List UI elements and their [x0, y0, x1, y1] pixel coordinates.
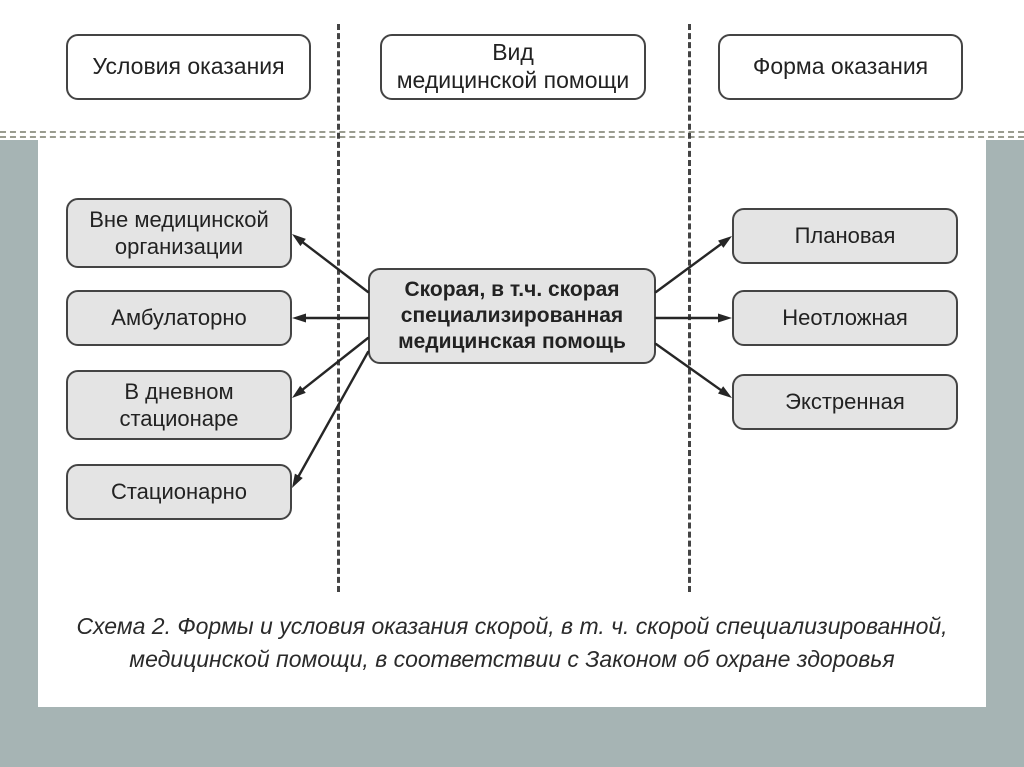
node-emergency-care-label: Скорая, в т.ч. скораяспециализированнаям…	[398, 277, 626, 356]
frame-side-left	[0, 140, 38, 767]
node-extreme: Экстренная	[732, 374, 958, 430]
node-ambulatory: Амбулаторно	[66, 290, 292, 346]
column-separator-1	[337, 24, 340, 592]
header-rule-1	[0, 131, 1024, 133]
column-separator-2	[688, 24, 691, 592]
node-inpatient-label: Стационарно	[111, 478, 247, 506]
node-planned-label: Плановая	[795, 222, 896, 250]
header-form: Форма оказания	[718, 34, 963, 100]
header-type: Видмедицинской помощи	[380, 34, 646, 100]
figure-caption: Схема 2. Формы и условия оказания скорой…	[72, 610, 952, 677]
node-urgent: Неотложная	[732, 290, 958, 346]
node-day-hospital-label: В дневномстационаре	[119, 378, 238, 433]
node-planned: Плановая	[732, 208, 958, 264]
diagram-page: Условия оказания Видмедицинской помощи Ф…	[0, 0, 1024, 767]
node-day-hospital: В дневномстационаре	[66, 370, 292, 440]
node-urgent-label: Неотложная	[782, 304, 908, 332]
frame-side-bottom	[0, 707, 1024, 767]
node-ambulatory-label: Амбулаторно	[111, 304, 246, 332]
node-inpatient: Стационарно	[66, 464, 292, 520]
figure-caption-text: Формы и условия оказания скорой, в т. ч.…	[129, 613, 947, 672]
node-emergency-care: Скорая, в т.ч. скораяспециализированнаям…	[368, 268, 656, 364]
frame-side-right	[986, 140, 1024, 767]
node-outside-org: Вне медицинскойорганизации	[66, 198, 292, 268]
figure-caption-prefix: Схема 2.	[76, 613, 171, 639]
node-extreme-label: Экстренная	[785, 388, 905, 416]
header-rule-2	[0, 136, 1024, 138]
header-form-label: Форма оказания	[753, 53, 928, 81]
header-conditions: Условия оказания	[66, 34, 311, 100]
node-outside-org-label: Вне медицинскойорганизации	[89, 206, 269, 261]
header-conditions-label: Условия оказания	[92, 53, 284, 81]
header-type-label: Видмедицинской помощи	[397, 39, 630, 94]
